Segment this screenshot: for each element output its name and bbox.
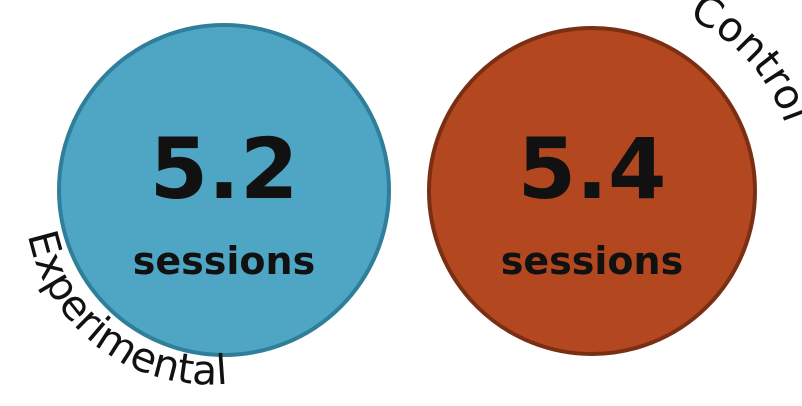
control-unit: sessions xyxy=(501,239,683,283)
experimental-unit: sessions xyxy=(133,239,315,283)
experimental-value: 5.2 xyxy=(150,120,299,218)
control-value: 5.4 xyxy=(518,120,667,218)
experimental-circle xyxy=(57,23,391,357)
control-group: 5.4 sessions Control xyxy=(427,0,802,356)
experimental-group: 5.2 sessions Experimental xyxy=(18,23,391,395)
control-circle xyxy=(427,26,757,356)
